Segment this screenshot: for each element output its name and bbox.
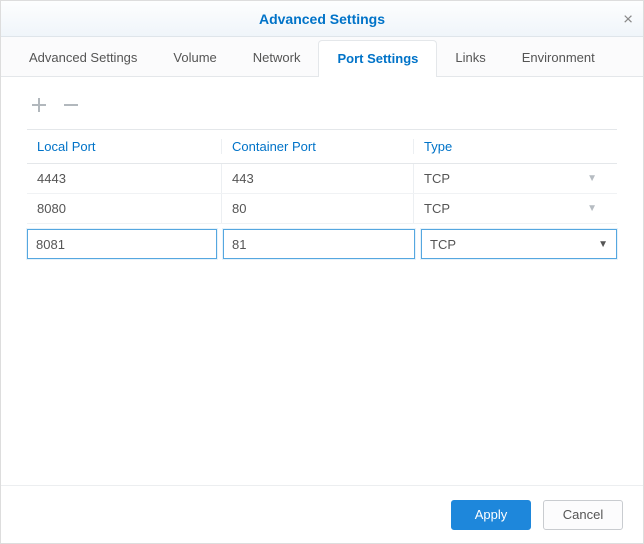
type-select-value: TCP [430,237,456,252]
port-table: Local Port Container Port Type 4443 443 … [27,129,617,260]
cell-container-port: 443 [222,164,414,193]
tab-advanced-settings[interactable]: Advanced Settings [11,40,155,76]
tab-strip: Advanced Settings Volume Network Port Se… [1,37,643,77]
dialog: Advanced Settings × Advanced Settings Vo… [0,0,644,544]
remove-icon[interactable] [61,95,81,115]
apply-button[interactable]: Apply [451,500,531,530]
chevron-down-icon[interactable]: ▼ [587,173,597,184]
chevron-down-icon[interactable]: ▼ [587,203,597,214]
toolbar [27,91,617,129]
cell-container-port: 80 [222,194,414,223]
titlebar: Advanced Settings × [1,1,643,37]
tab-links[interactable]: Links [437,40,503,76]
cell-container-port-input: 81 [223,229,415,259]
close-icon[interactable]: × [623,10,633,27]
table-row[interactable]: 8080 80 TCP ▼ [27,194,617,224]
cell-type: TCP ▼ [414,164,617,193]
footer: Apply Cancel [1,485,643,543]
chevron-down-icon: ▼ [598,239,608,250]
tab-volume[interactable]: Volume [155,40,234,76]
content-area: Local Port Container Port Type 4443 443 … [1,77,643,485]
cell-type-value: TCP [424,171,450,186]
add-icon[interactable] [29,95,49,115]
cell-local-port: 8080 [27,194,222,223]
cell-type: TCP ▼ [414,194,617,223]
tab-network[interactable]: Network [235,40,319,76]
table-row-editing[interactable]: 8081 81 TCP ▼ [27,224,617,260]
cell-type-select: TCP ▼ [421,229,617,259]
container-port-input[interactable]: 81 [223,229,415,259]
cancel-button[interactable]: Cancel [543,500,623,530]
cell-local-port-input: 8081 [27,229,217,259]
tab-port-settings[interactable]: Port Settings [318,40,437,77]
dialog-title: Advanced Settings [259,11,385,27]
table-row[interactable]: 4443 443 TCP ▼ [27,164,617,194]
local-port-input[interactable]: 8081 [27,229,217,259]
cell-type-value: TCP [424,201,450,216]
type-select[interactable]: TCP ▼ [421,229,617,259]
tab-environment[interactable]: Environment [504,40,613,76]
cell-local-port: 4443 [27,164,222,193]
col-header-type[interactable]: Type [414,139,617,154]
col-header-container-port[interactable]: Container Port [222,139,414,154]
table-header: Local Port Container Port Type [27,130,617,164]
col-header-local-port[interactable]: Local Port [27,139,222,154]
